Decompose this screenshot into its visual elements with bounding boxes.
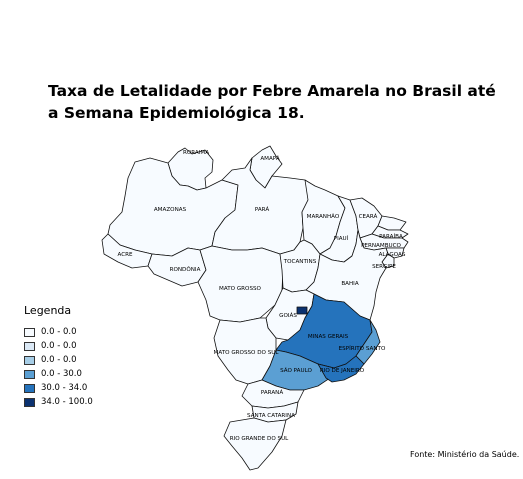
label-piaui: PIAUÍ xyxy=(334,235,349,242)
label-sao-paulo: SÃO PAULO xyxy=(280,367,312,374)
legend-swatch xyxy=(24,369,35,379)
label-pernambuco: PERNAMBUCO xyxy=(361,243,401,249)
label-paraiba: PARAÍBA xyxy=(379,233,403,240)
map-title: Taxa de Letalidade por Febre Amarela no … xyxy=(48,82,496,122)
legend-item: 0.0 - 0.0 xyxy=(24,353,93,367)
label-alagoas: ALAGOAS xyxy=(379,252,406,258)
label-parana: PARANÁ xyxy=(261,389,284,396)
legend-label: 0.0 - 30.0 xyxy=(41,369,82,379)
legend-swatch xyxy=(24,397,35,407)
legend-label: 0.0 - 0.0 xyxy=(41,327,77,337)
label-amazonas: AMAZONAS xyxy=(154,207,187,213)
label-rio-grande-do-sul: RIO GRANDE DO SUL xyxy=(230,436,289,442)
label-maranhao: MARANHÃO xyxy=(307,213,340,220)
state-rio-de-janeiro[interactable] xyxy=(317,355,365,383)
legend-label: 30.0 - 34.0 xyxy=(41,383,88,393)
labels-layer: RORAIMA AMAPÁ AMAZONAS PARÁ MARANHÃO CEA… xyxy=(117,150,405,442)
label-tocantins: TOCANTINS xyxy=(283,259,317,265)
label-mato-grosso-do-sul: MATO GROSSO DO SUL xyxy=(214,350,280,356)
legend-items: 0.0 - 0.0 0.0 - 0.0 0.0 - 0.0 0.0 - 30.0 30.… xyxy=(24,325,93,409)
state-distrito-federal[interactable] xyxy=(296,306,308,315)
label-minas-gerais: MINAS GERAIS xyxy=(308,334,349,340)
legend-swatch xyxy=(24,355,35,365)
legend-swatch xyxy=(24,341,35,351)
label-bahia: BAHIA xyxy=(341,281,359,287)
legend-item: 0.0 - 0.0 xyxy=(24,325,93,339)
legend: Legenda 0.0 - 0.0 0.0 - 0.0 0.0 - 0.0 0.0 -… xyxy=(24,304,93,409)
label-rio-de-janeiro: RIO DE JANEIRO xyxy=(320,368,365,374)
label-amapa: AMAPÁ xyxy=(260,155,279,162)
legend-item: 0.0 - 30.0 xyxy=(24,367,93,381)
label-acre: ACRE xyxy=(117,252,133,258)
legend-item: 0.0 - 0.0 xyxy=(24,339,93,353)
label-ceara: CEARÁ xyxy=(359,213,378,220)
label-para: PARÁ xyxy=(255,206,270,213)
label-rondonia: RONDÔNIA xyxy=(170,266,201,273)
legend-title: Legenda xyxy=(24,304,72,317)
label-santa-catarina: SANTA CATARINA xyxy=(247,413,295,419)
label-mato-grosso: MATO GROSSO xyxy=(219,286,262,292)
legend-swatch xyxy=(24,327,35,337)
state-mato-grosso[interactable] xyxy=(197,245,284,323)
legend-item: 30.0 - 34.0 xyxy=(24,381,93,395)
legend-label: 0.0 - 0.0 xyxy=(41,341,77,351)
legend-item: 34.0 - 100.0 xyxy=(24,395,93,409)
legend-label: 0.0 - 0.0 xyxy=(41,355,77,365)
label-espirito-santo: ESPÍRITO SANTO xyxy=(339,345,386,352)
legend-label: 34.0 - 100.0 xyxy=(41,397,93,407)
legend-swatch xyxy=(24,383,35,393)
label-roraima: RORAIMA xyxy=(183,150,209,156)
label-sergipe: SERGIPE xyxy=(372,264,396,270)
state-rio-grande-do-sul[interactable] xyxy=(223,417,287,471)
source-note: Fonte: Ministério da Saúde. xyxy=(410,450,520,459)
label-goias: GOIÁS xyxy=(279,312,297,319)
states-layer xyxy=(101,145,409,471)
